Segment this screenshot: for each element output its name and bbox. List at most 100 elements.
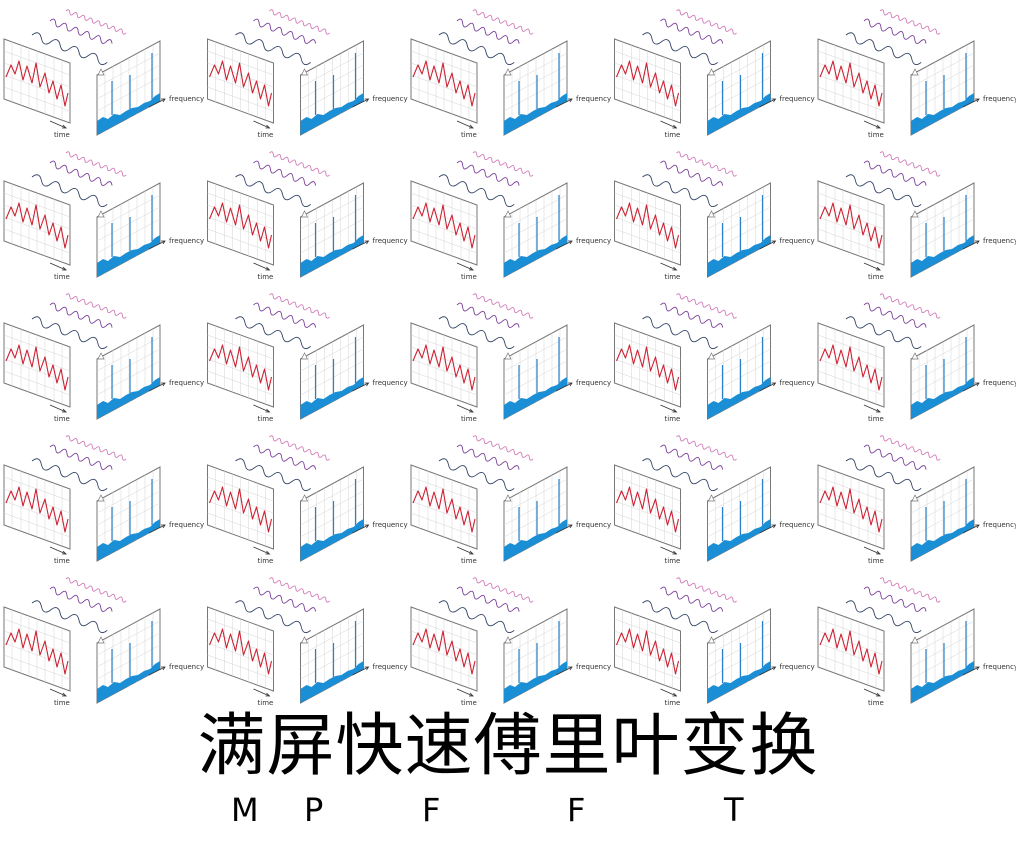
frequency-axis-label: frequency — [373, 95, 408, 103]
fft-diagram-tile: frequency time — [817, 434, 1016, 565]
time-axis-label: time — [665, 415, 681, 423]
frequency-axis-label: frequency — [983, 237, 1016, 245]
fft-diagram — [613, 150, 777, 278]
time-axis-label: time — [258, 415, 274, 423]
caption-title: 满屏快速傅里叶变换 — [197, 707, 819, 786]
frequency-axis-label: frequency — [780, 237, 815, 245]
time-axis-label: time — [258, 131, 274, 139]
caption-letters: M P F F T — [0, 790, 1016, 830]
caption-letter: F — [567, 791, 586, 829]
time-axis-label: time — [461, 131, 477, 139]
fft-diagram — [817, 576, 980, 704]
fft-diagram-tile: frequency time — [3, 576, 204, 707]
frequency-axis-label: frequency — [373, 237, 408, 245]
frequency-axis-label: frequency — [169, 663, 204, 671]
caption-letter: M — [231, 791, 259, 829]
frequency-axis-label: frequency — [169, 237, 204, 245]
frequency-axis-label: frequency — [169, 95, 204, 103]
fft-diagram — [410, 576, 573, 704]
fft-diagram-tile: frequency time — [3, 150, 204, 281]
frequency-axis-label: frequency — [373, 663, 408, 671]
fft-diagram — [817, 8, 980, 136]
fft-diagram — [3, 292, 166, 420]
fft-diagram-tile: frequency time — [206, 292, 408, 423]
fft-diagram-tile: frequency time — [3, 8, 204, 139]
fft-diagram — [3, 8, 166, 136]
fft-diagram-tile: frequency time — [817, 150, 1016, 281]
time-axis-label: time — [665, 557, 681, 565]
fft-diagram-tile: frequency time — [3, 434, 204, 565]
frequency-axis-label: frequency — [373, 379, 408, 387]
time-axis-label: time — [54, 273, 70, 281]
time-axis-label: time — [258, 699, 274, 707]
fft-diagram — [613, 292, 777, 420]
time-axis-label: time — [665, 699, 681, 707]
fft-diagram — [410, 434, 573, 562]
fft-diagram-tile: frequency time — [613, 434, 815, 565]
time-axis-label: time — [54, 699, 70, 707]
time-axis-label: time — [665, 273, 681, 281]
frequency-axis-label: frequency — [780, 521, 815, 529]
fft-diagram-tile: frequency time — [206, 8, 408, 139]
caption-letter: F — [422, 791, 441, 829]
fft-diagram-tile: frequency time — [410, 150, 611, 281]
frequency-axis-label: frequency — [576, 663, 611, 671]
fft-diagram — [817, 434, 980, 562]
fft-diagram-tile: frequency time — [613, 292, 815, 423]
fft-diagram — [817, 150, 980, 278]
time-axis-label: time — [868, 131, 884, 139]
frequency-axis-label: frequency — [169, 521, 204, 529]
frequency-axis-label: frequency — [983, 663, 1016, 671]
caption-letter: P — [304, 791, 324, 829]
time-axis-label: time — [258, 273, 274, 281]
fft-diagram — [206, 576, 370, 704]
fft-diagram-tile: frequency time — [613, 8, 815, 139]
fft-diagram-tile: frequency time — [613, 576, 815, 707]
fft-diagram-tile: frequency time — [410, 576, 611, 707]
diagram-tiles: frequency time frequency time frequency time f… — [3, 8, 1016, 707]
fft-diagram — [206, 8, 370, 136]
time-axis-label: time — [461, 699, 477, 707]
caption-letter: T — [724, 791, 744, 829]
fft-diagram — [613, 8, 777, 136]
fft-diagram-tile: frequency time — [613, 150, 815, 281]
fft-diagram — [410, 150, 573, 278]
time-axis-label: time — [461, 415, 477, 423]
fft-diagram — [206, 150, 370, 278]
frequency-axis-label: frequency — [373, 521, 408, 529]
time-axis-label: time — [54, 557, 70, 565]
time-axis-label: time — [258, 557, 274, 565]
fft-diagram-tile: frequency time — [206, 576, 408, 707]
fft-diagram — [613, 434, 777, 562]
frequency-axis-label: frequency — [780, 663, 815, 671]
frequency-axis-label: frequency — [576, 521, 611, 529]
time-axis-label: time — [665, 131, 681, 139]
fft-diagram-tile: frequency time — [410, 434, 611, 565]
fft-diagram-tile: frequency time — [206, 150, 408, 281]
fft-diagram — [206, 434, 370, 562]
fft-diagram — [3, 576, 166, 704]
time-axis-label: time — [54, 131, 70, 139]
frequency-axis-label: frequency — [576, 95, 611, 103]
fft-diagram-tile: frequency time — [410, 292, 611, 423]
frequency-axis-label: frequency — [983, 379, 1016, 387]
time-axis-label: time — [868, 699, 884, 707]
time-axis-label: time — [868, 557, 884, 565]
fft-diagram-tile: frequency time — [206, 434, 408, 565]
fft-diagram — [206, 292, 370, 420]
frequency-axis-label: frequency — [780, 95, 815, 103]
frequency-axis-label: frequency — [780, 379, 815, 387]
fft-diagram-tile: frequency time — [410, 8, 611, 139]
time-axis-label: time — [461, 557, 477, 565]
frequency-axis-label: frequency — [576, 237, 611, 245]
fft-diagram — [613, 576, 777, 704]
fft-diagram — [410, 292, 573, 420]
fft-diagram-tile: frequency time — [817, 576, 1016, 707]
fft-diagram — [3, 150, 166, 278]
frequency-axis-label: frequency — [983, 95, 1016, 103]
fft-diagram — [3, 434, 166, 562]
time-axis-label: time — [868, 273, 884, 281]
frequency-axis-label: frequency — [576, 379, 611, 387]
time-axis-label: time — [54, 415, 70, 423]
